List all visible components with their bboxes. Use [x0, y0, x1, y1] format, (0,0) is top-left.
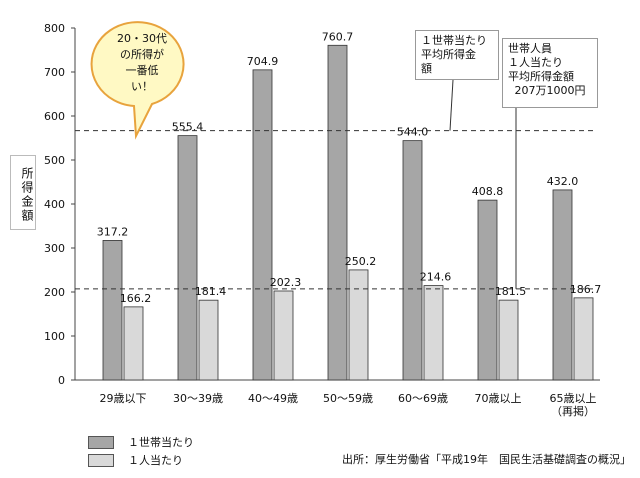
y-axis-label: 所得金額 [10, 155, 36, 230]
bar-person [573, 297, 594, 381]
bar-household [327, 44, 348, 381]
data-label-person: 181.5 [495, 285, 527, 298]
data-label-household: 760.7 [322, 30, 354, 43]
bar-person [498, 299, 519, 381]
source-note: 出所：厚生労働省「平成19年 国民生活基礎調査の概況」 [342, 453, 631, 466]
bar-person [123, 306, 144, 381]
legend: １世帯当たり １人当たり [88, 433, 194, 469]
data-label-household: 555.4 [172, 121, 204, 134]
bar-household [552, 189, 573, 381]
callout-text: 20・30代 [117, 32, 167, 45]
y-tick-label: 400 [44, 198, 65, 211]
y-tick-label: 0 [58, 374, 65, 387]
data-label-person: 202.3 [270, 276, 302, 289]
y-tick-label: 700 [44, 66, 65, 79]
reference-label-line: 額 [421, 62, 432, 75]
reference-label-line: 平均所得金額 [508, 70, 574, 83]
legend-item-person: １人当たり [88, 451, 194, 469]
bar-person [348, 269, 369, 381]
x-tick-label: 70歳以上 [475, 392, 522, 405]
data-label-household: 704.9 [247, 55, 279, 68]
callout-text: の所得が [120, 47, 164, 61]
reference-label-line: 世帯人員 [508, 42, 552, 55]
reference-label-line: 平均所得金 [421, 48, 476, 61]
per-person-average-label: 世帯人員 １人当たり 平均所得金額 207万1000円 [508, 42, 592, 98]
bar-household [477, 199, 498, 381]
data-label-person: 214.6 [420, 271, 452, 284]
household-average-box: １世帯当たり 平均所得金額 [415, 30, 499, 80]
reference-connector [449, 79, 454, 131]
per-person-average-box: 世帯人員 １人当たり 平均所得金額 207万1000円 [502, 38, 598, 108]
x-tick-label: 29歳以下 [100, 392, 147, 405]
legend-item-household: １世帯当たり [88, 433, 194, 451]
x-tick-label: 50～59歳 [323, 392, 373, 405]
x-tick-label: 60～69歳 [398, 392, 448, 405]
legend-label-household: １世帯当たり [128, 436, 194, 449]
y-tick-label: 100 [44, 330, 65, 343]
y-tick-label: 500 [44, 154, 65, 167]
data-label-person: 250.2 [345, 255, 377, 268]
data-label-household: 432.0 [547, 175, 579, 188]
data-label-person: 166.2 [120, 292, 152, 305]
bar-household [177, 135, 198, 381]
y-tick-label: 800 [44, 22, 65, 35]
data-label-household: 408.8 [472, 185, 504, 198]
legend-swatch-household [88, 435, 114, 449]
bar-person [423, 285, 444, 381]
data-label-person: 181.4 [195, 285, 227, 298]
y-tick-label: 200 [44, 286, 65, 299]
reference-label-line: １人当たり [508, 56, 563, 69]
callout-text: 一番低 [126, 64, 159, 77]
x-tick-label: （再掲） [551, 404, 595, 418]
reference-label-line: 207万1000円 [514, 84, 586, 97]
bar-person [198, 299, 219, 381]
y-tick-label: 300 [44, 242, 65, 255]
y-tick-label: 600 [44, 110, 65, 123]
household-average-label: １世帯当たり 平均所得金額 [421, 34, 493, 76]
bar-household [252, 69, 273, 381]
data-label-household: 544.0 [397, 126, 429, 139]
legend-label-person: １人当たり [128, 454, 183, 467]
data-label-household: 317.2 [97, 225, 129, 238]
x-tick-label: 65歳以上 [550, 392, 597, 405]
x-tick-label: 30～39歳 [173, 392, 223, 405]
x-tick-label: 40～49歳 [248, 392, 298, 405]
reference-label-line: １世帯当たり [421, 34, 487, 47]
bar-household [102, 240, 123, 381]
data-label-person: 186.7 [570, 283, 602, 296]
bar-person [273, 290, 294, 381]
bar-household [402, 140, 423, 381]
callout-text: い！ [131, 80, 153, 93]
legend-swatch-person [88, 453, 114, 467]
callout-bubble [90, 21, 185, 140]
